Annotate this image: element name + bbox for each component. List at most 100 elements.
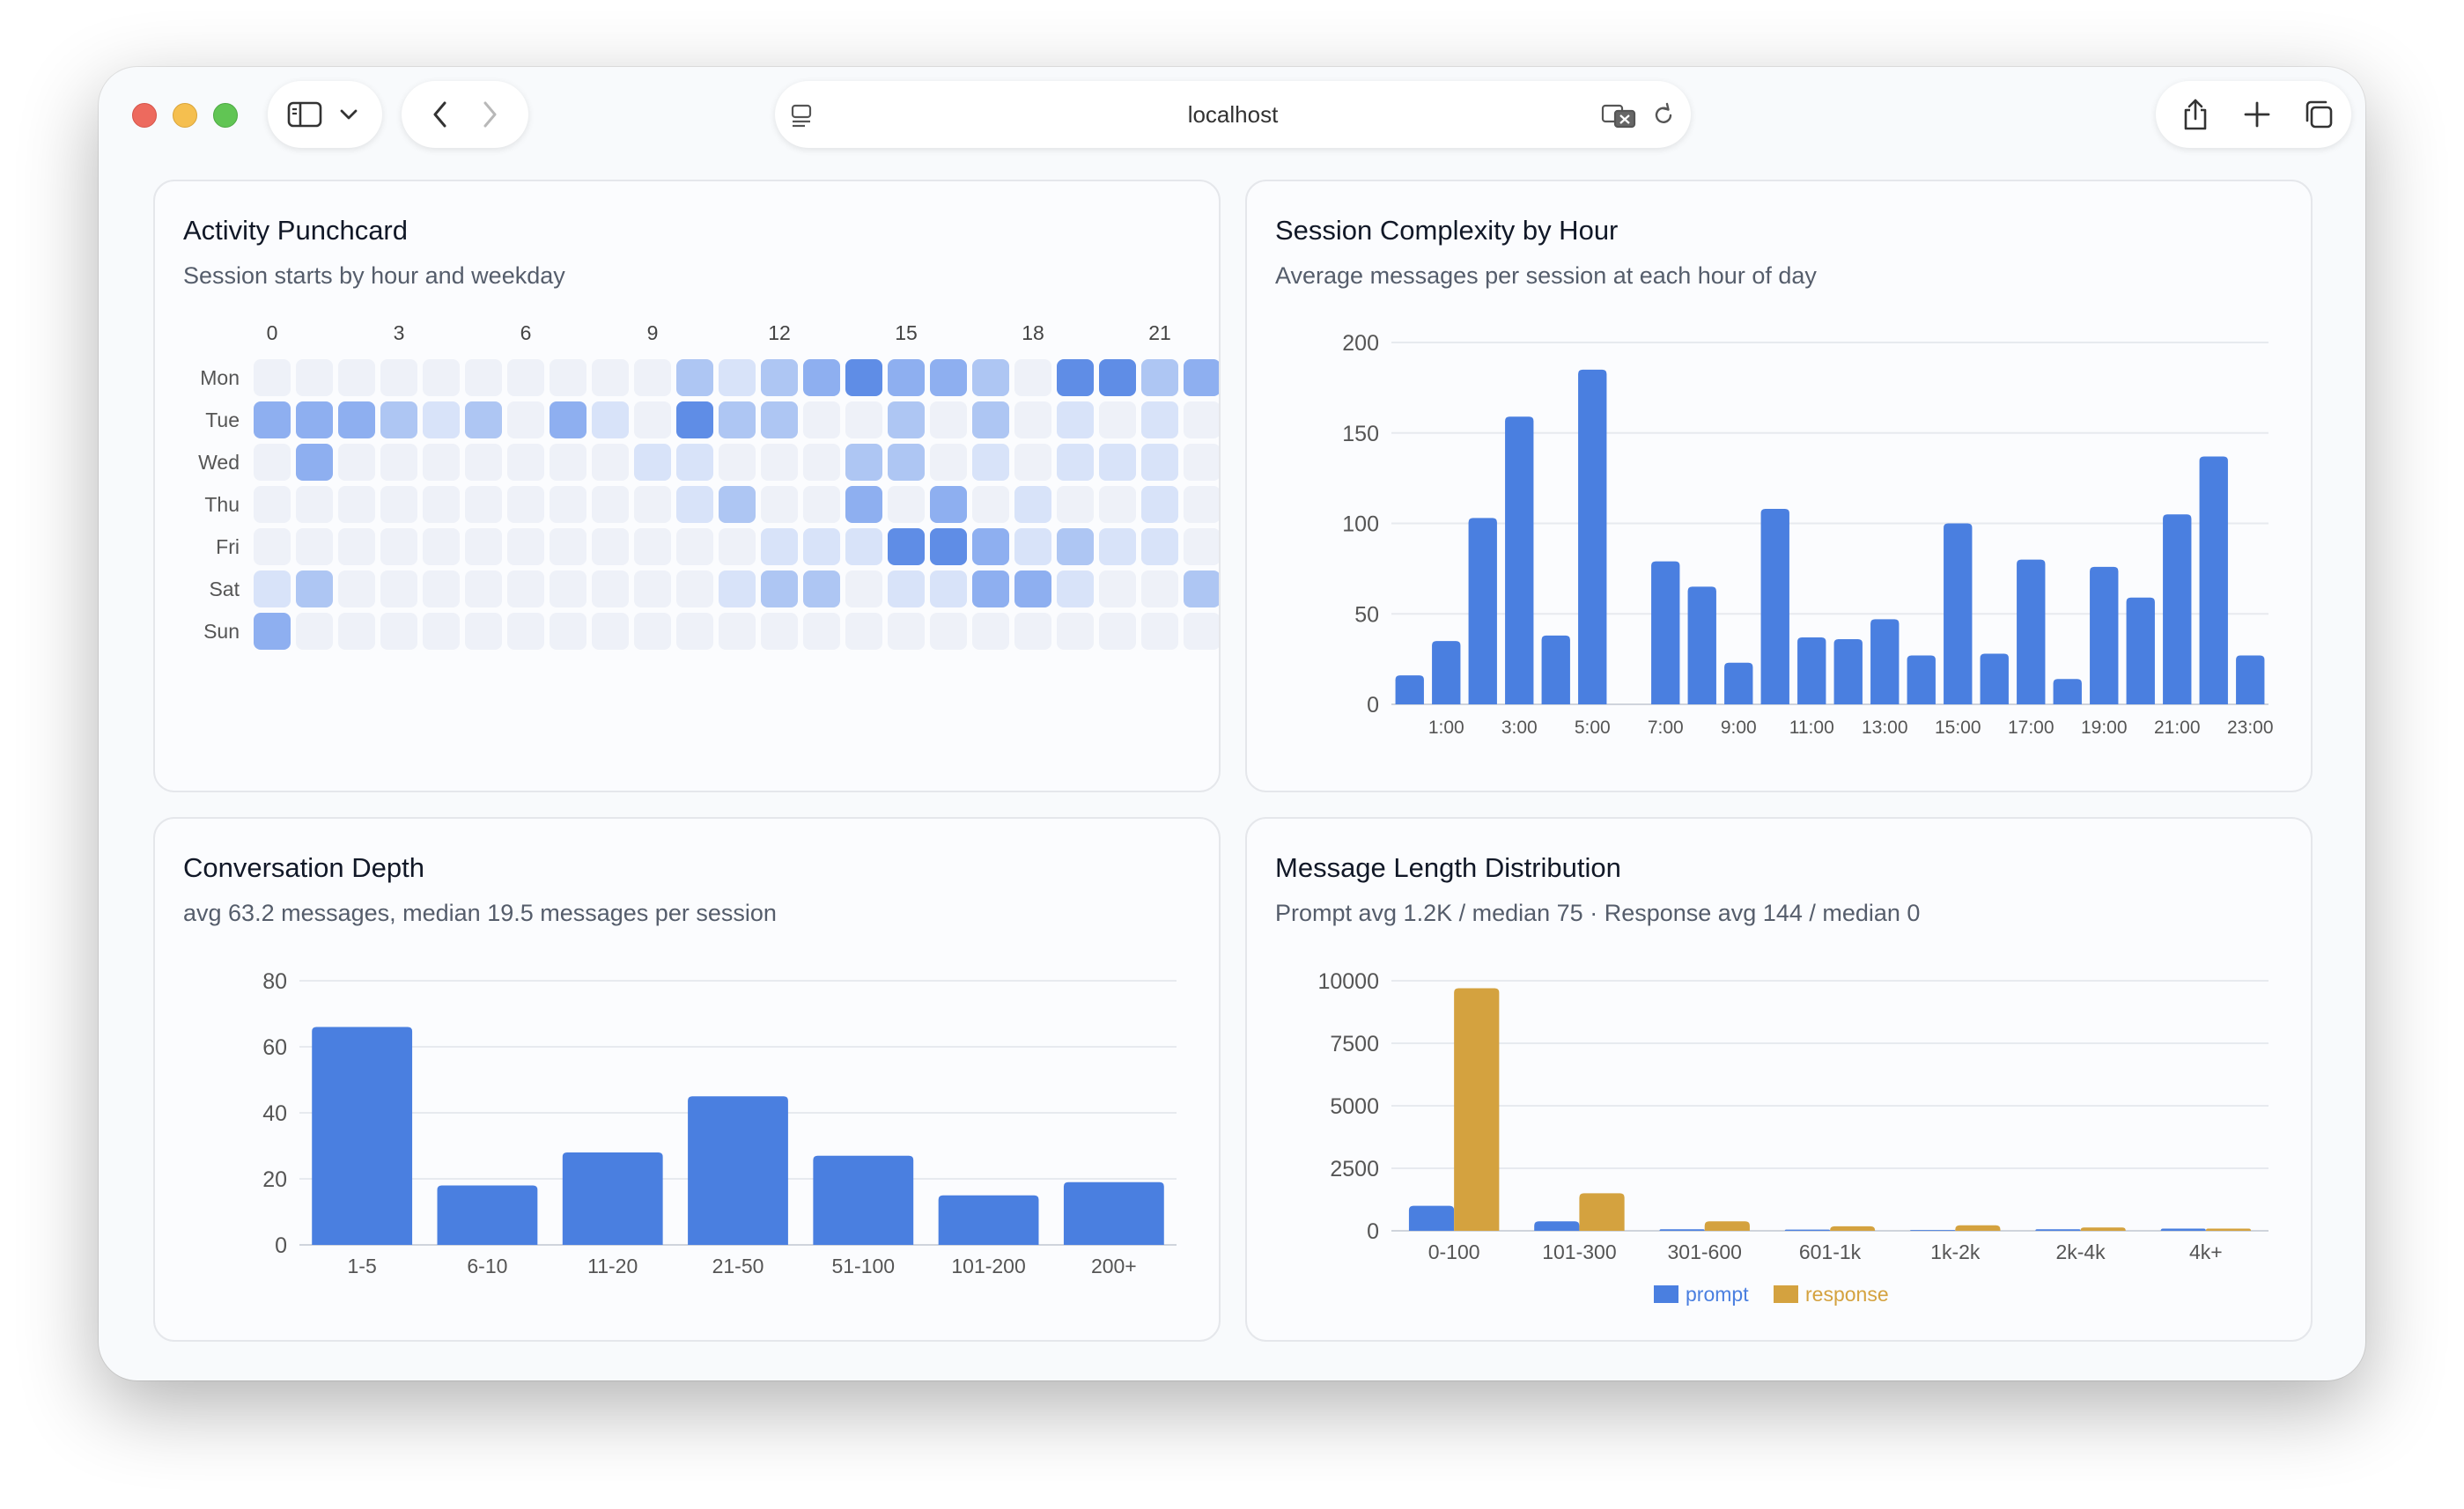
punchcard-cell[interactable]: [930, 528, 967, 565]
punchcard-cell[interactable]: [1014, 528, 1051, 565]
bar[interactable]: [813, 1155, 914, 1245]
bar[interactable]: [1659, 1229, 1705, 1231]
bar[interactable]: [2163, 514, 2192, 704]
punchcard-cell[interactable]: [845, 401, 882, 438]
punchcard-cell[interactable]: [888, 570, 925, 607]
punchcard-cell[interactable]: [761, 613, 798, 650]
punchcard-cell[interactable]: [507, 359, 544, 396]
punchcard-cell[interactable]: [1141, 444, 1178, 481]
punchcard-cell[interactable]: [254, 359, 291, 396]
punchcard-cell[interactable]: [803, 486, 840, 523]
punchcard-cell[interactable]: [338, 401, 375, 438]
bar[interactable]: [1797, 637, 1826, 704]
punchcard-cell[interactable]: [338, 444, 375, 481]
punchcard-cell[interactable]: [592, 359, 629, 396]
punchcard-cell[interactable]: [1141, 401, 1178, 438]
bar[interactable]: [1534, 1221, 1580, 1231]
punchcard-cell[interactable]: [465, 570, 502, 607]
punchcard-cell[interactable]: [338, 486, 375, 523]
punchcard-cell[interactable]: [634, 444, 671, 481]
punchcard-cell[interactable]: [592, 613, 629, 650]
punchcard-cell[interactable]: [676, 570, 713, 607]
back-button[interactable]: [416, 90, 465, 139]
punchcard-cell[interactable]: [1057, 444, 1094, 481]
punchcard-cell[interactable]: [1014, 613, 1051, 650]
bar[interactable]: [437, 1185, 538, 1246]
punchcard-cell[interactable]: [761, 528, 798, 565]
punchcard-cell[interactable]: [338, 613, 375, 650]
punchcard-cell[interactable]: [1057, 359, 1094, 396]
punchcard-cell[interactable]: [1141, 528, 1178, 565]
translate-icon[interactable]: [1601, 102, 1640, 129]
bar[interactable]: [1651, 561, 1680, 704]
bar[interactable]: [2035, 1229, 2081, 1231]
punchcard-cell[interactable]: [888, 528, 925, 565]
punchcard-cell[interactable]: [972, 401, 1009, 438]
punchcard-cell[interactable]: [592, 444, 629, 481]
zoom-window-button[interactable]: [213, 103, 238, 128]
share-button[interactable]: [2165, 90, 2226, 139]
punchcard-cell[interactable]: [1099, 528, 1136, 565]
punchcard-cell[interactable]: [972, 613, 1009, 650]
punchcard-cell[interactable]: [1057, 613, 1094, 650]
punchcard-cell[interactable]: [845, 486, 882, 523]
bar[interactable]: [2199, 456, 2228, 704]
punchcard-cell[interactable]: [296, 359, 333, 396]
punchcard-cell[interactable]: [550, 444, 586, 481]
bar[interactable]: [562, 1152, 663, 1245]
tab-group-dropdown-button[interactable]: [329, 90, 368, 139]
bar[interactable]: [2090, 566, 2119, 704]
bar[interactable]: [1432, 641, 1461, 704]
punchcard-cell[interactable]: [972, 359, 1009, 396]
punchcard-cell[interactable]: [1184, 528, 1219, 565]
punchcard-cell[interactable]: [380, 444, 417, 481]
punchcard-cell[interactable]: [380, 570, 417, 607]
punchcard-cell[interactable]: [972, 528, 1009, 565]
bar[interactable]: [2053, 679, 2082, 704]
punchcard-cell[interactable]: [1014, 486, 1051, 523]
punchcard-cell[interactable]: [592, 570, 629, 607]
punchcard-cell[interactable]: [930, 570, 967, 607]
punchcard-cell[interactable]: [550, 486, 586, 523]
punchcard-cell[interactable]: [380, 528, 417, 565]
tab-overview-button[interactable]: [2288, 90, 2350, 139]
bar[interactable]: [1454, 988, 1500, 1231]
punchcard-cell[interactable]: [1141, 570, 1178, 607]
punchcard-cell[interactable]: [507, 570, 544, 607]
punchcard-cell[interactable]: [380, 401, 417, 438]
punchcard-cell[interactable]: [888, 613, 925, 650]
punchcard-cell[interactable]: [930, 401, 967, 438]
punchcard-cell[interactable]: [507, 528, 544, 565]
bar[interactable]: [1687, 586, 1716, 704]
punchcard-cell[interactable]: [465, 613, 502, 650]
punchcard-cell[interactable]: [550, 401, 586, 438]
bar[interactable]: [1724, 662, 1753, 704]
punchcard-cell[interactable]: [1099, 401, 1136, 438]
punchcard-cell[interactable]: [465, 528, 502, 565]
punchcard-cell[interactable]: [465, 359, 502, 396]
punchcard-cell[interactable]: [507, 486, 544, 523]
punchcard-cell[interactable]: [1057, 570, 1094, 607]
punchcard-cell[interactable]: [254, 444, 291, 481]
punchcard-cell[interactable]: [296, 528, 333, 565]
punchcard-cell[interactable]: [423, 486, 460, 523]
punchcard-cell[interactable]: [634, 528, 671, 565]
bar[interactable]: [2205, 1228, 2252, 1231]
punchcard-cell[interactable]: [803, 528, 840, 565]
punchcard-cell[interactable]: [423, 359, 460, 396]
punchcard-cell[interactable]: [676, 613, 713, 650]
punchcard-cell[interactable]: [592, 486, 629, 523]
punchcard-cell[interactable]: [550, 359, 586, 396]
punchcard-cell[interactable]: [972, 570, 1009, 607]
punchcard-cell[interactable]: [845, 570, 882, 607]
punchcard-cell[interactable]: [296, 444, 333, 481]
page-menu-icon[interactable]: [789, 102, 815, 129]
punchcard-cell[interactable]: [1014, 401, 1051, 438]
punchcard-cell[interactable]: [507, 401, 544, 438]
punchcard-cell[interactable]: [338, 528, 375, 565]
punchcard-cell[interactable]: [550, 613, 586, 650]
punchcard-cell[interactable]: [296, 613, 333, 650]
punchcard-cell[interactable]: [254, 486, 291, 523]
punchcard-cell[interactable]: [1141, 359, 1178, 396]
punchcard-cell[interactable]: [676, 444, 713, 481]
